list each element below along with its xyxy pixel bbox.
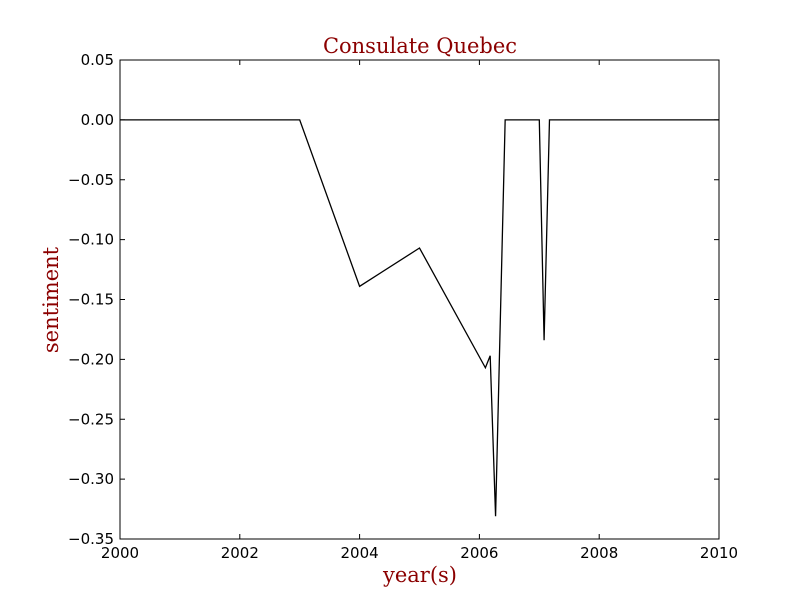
y-tick-label: −0.10	[68, 231, 114, 249]
y-axis-title: sentiment	[39, 246, 63, 353]
series-line-1	[120, 119, 719, 517]
y-tick-label: −0.15	[68, 291, 114, 309]
x-axis-title: year(s)	[382, 563, 457, 587]
y-tick-label: −0.05	[68, 171, 114, 189]
y-tick-label: −0.25	[68, 410, 114, 428]
y-tick-label: 0.00	[81, 111, 114, 129]
x-tick-label: 2004	[341, 544, 379, 562]
y-tick-label: −0.30	[68, 470, 114, 488]
y-tick-label: −0.20	[68, 350, 114, 368]
x-tick-label: 2000	[101, 544, 139, 562]
x-axis-ticks: 2000 2002 2004 2006 2008 2010	[101, 60, 738, 562]
y-tick-label: −0.35	[68, 530, 114, 548]
x-tick-label: 2010	[700, 544, 738, 562]
x-tick-label: 2008	[580, 544, 618, 562]
y-axis-ticks: 0.05 0.00 −0.05 −0.10 −0.15 −0.20 −0.25 −0.30 −0…	[68, 51, 719, 548]
x-tick-label: 2002	[221, 544, 259, 562]
chart-title: Consulate Quebec	[323, 34, 517, 58]
series-layer	[120, 119, 719, 517]
plot-area	[120, 60, 719, 539]
x-tick-label: 2006	[460, 544, 498, 562]
y-tick-label: 0.05	[81, 51, 114, 69]
